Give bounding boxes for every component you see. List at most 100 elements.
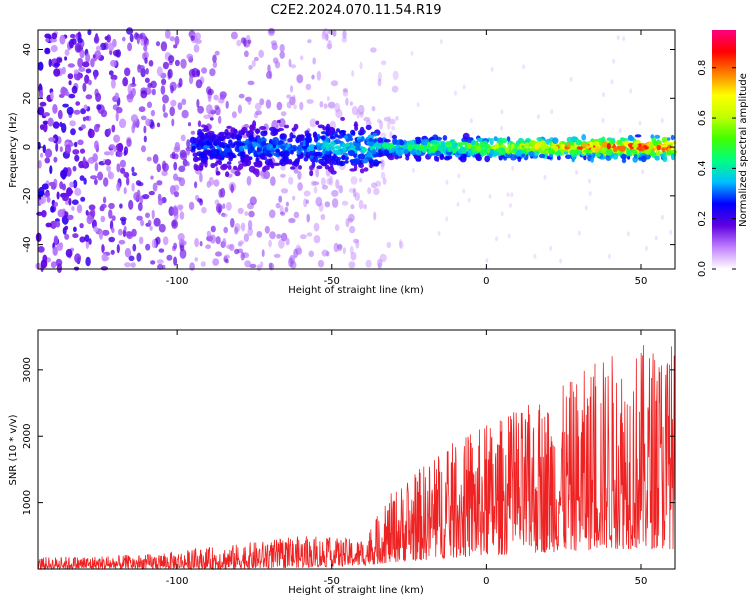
spectrogram-noise-blob bbox=[113, 145, 117, 152]
spectrogram-noise-blob bbox=[243, 37, 247, 47]
spectrogram-band-blob bbox=[586, 145, 590, 149]
spectrogram-band-blob bbox=[260, 141, 265, 146]
spectrogram-noise-blob bbox=[163, 112, 169, 118]
spectrogram-band-blob bbox=[337, 135, 344, 139]
spectrogram-noise-blob bbox=[148, 190, 155, 196]
spectrogram-noise-blob bbox=[363, 117, 371, 122]
spectrogram-band-blob bbox=[217, 136, 222, 141]
spectrogram-noise-blob bbox=[324, 201, 331, 208]
spectrogram-noise-blob bbox=[348, 213, 355, 222]
spectrogram-noise-blob bbox=[295, 247, 303, 256]
spectrogram-band-blob bbox=[305, 151, 311, 159]
spectrogram-noise-blob bbox=[462, 188, 466, 194]
spectrogram-noise-blob bbox=[297, 182, 303, 191]
spectrogram-noise-blob bbox=[569, 76, 573, 82]
spectrogram-noise-blob bbox=[265, 99, 272, 109]
spectrogram-band-blob bbox=[256, 147, 261, 152]
spectrogram-noise-blob bbox=[96, 104, 102, 111]
spectrogram-band-blob bbox=[324, 164, 330, 170]
spectrogram-noise-blob bbox=[355, 239, 360, 249]
spectrogram-noise-blob bbox=[151, 209, 155, 220]
spectrogram-band-blob bbox=[576, 146, 582, 150]
spectrogram-band-blob bbox=[253, 150, 257, 158]
spectrogram-noise-blob bbox=[189, 262, 195, 271]
spectrogram-noise-blob bbox=[143, 125, 147, 134]
spectrogram-noise-blob bbox=[280, 232, 288, 242]
spectrogram-noise-blob bbox=[156, 122, 161, 128]
spectrogram-band-blob bbox=[357, 153, 366, 160]
spectrogram-noise-blob bbox=[584, 205, 588, 211]
spectrogram-noise-blob bbox=[616, 35, 620, 41]
spectrogram-noise-blob bbox=[549, 246, 553, 251]
spectrogram-band-blob bbox=[441, 141, 446, 147]
spectrogram-noise-blob bbox=[284, 206, 289, 213]
spectrogram-band-blob bbox=[206, 142, 212, 146]
spectrogram-band-blob bbox=[650, 134, 655, 139]
spectrogram-band-blob bbox=[439, 144, 444, 152]
spectrogram-noise-blob bbox=[44, 157, 51, 164]
spectrogram-noise-blob bbox=[173, 256, 178, 266]
spectrogram-noise-blob bbox=[278, 118, 286, 128]
spectrogram-noise-blob bbox=[68, 80, 72, 86]
spectrogram-noise-blob bbox=[177, 102, 183, 110]
spectrogram-noise-blob bbox=[72, 165, 77, 172]
spectrogram-band-blob bbox=[200, 157, 205, 162]
spectrogram-noise-blob bbox=[240, 222, 246, 232]
spectrogram-noise-blob bbox=[326, 251, 330, 257]
spectrogram-noise-blob bbox=[179, 211, 185, 220]
spectrogram-noise-blob bbox=[160, 85, 166, 95]
spectrogram-noise-blob bbox=[79, 148, 86, 154]
spectrogram-band-blob bbox=[575, 139, 582, 146]
spectrogram-band-blob bbox=[382, 142, 389, 149]
spectrogram-noise-blob bbox=[333, 242, 339, 253]
spectrogram-noise-blob bbox=[612, 58, 616, 64]
spectrogram-noise-blob bbox=[383, 116, 391, 122]
spectrogram-band-blob bbox=[208, 150, 213, 155]
spectrogram-band-blob bbox=[612, 152, 619, 160]
spectrogram-noise-blob bbox=[40, 259, 48, 269]
spectrogram-noise-blob bbox=[186, 139, 191, 149]
spectrogram-band-blob bbox=[273, 162, 281, 166]
spectrogram-band-blob bbox=[570, 144, 576, 151]
spectrogram-noise-blob bbox=[131, 87, 136, 97]
spectrogram-noise-blob bbox=[108, 236, 115, 243]
spectrogram-noise-blob bbox=[106, 34, 112, 43]
spectrogram-band-blob bbox=[540, 144, 547, 151]
spectrogram-band-blob bbox=[224, 128, 229, 136]
spectrogram-noise-blob bbox=[260, 261, 264, 268]
spectrogram-noise-blob bbox=[50, 220, 57, 229]
spectrogram-noise-blob bbox=[445, 216, 449, 222]
spectrogram-noise-blob bbox=[351, 70, 355, 77]
spectrogram-noise-blob bbox=[488, 194, 492, 199]
spectrogram-band-blob bbox=[275, 148, 280, 153]
spectrogram-noise-blob bbox=[536, 114, 540, 120]
spectrogram-noise-blob bbox=[151, 88, 156, 96]
spectrogram-noise-blob bbox=[169, 36, 175, 42]
spectrogram-noise-blob bbox=[71, 206, 75, 211]
spectrogram-noise-blob bbox=[110, 79, 116, 89]
spectrogram-band-blob bbox=[316, 142, 321, 146]
spectrogram-noise-blob bbox=[543, 174, 547, 180]
spectrogram-noise-blob bbox=[79, 223, 84, 229]
spectrogram-noise-blob bbox=[170, 99, 177, 107]
spectrogram-noise-blob bbox=[327, 39, 332, 50]
spectrogram-noise-blob bbox=[87, 79, 92, 86]
spectrogram-noise-blob bbox=[162, 103, 166, 113]
spectrogram-band-blob bbox=[399, 140, 405, 146]
spectrogram-band-blob bbox=[203, 144, 210, 149]
spectrogram-noise-blob bbox=[146, 156, 152, 162]
spectrogram-noise-blob bbox=[208, 176, 214, 186]
spectrogram-noise-blob bbox=[336, 243, 343, 250]
spectrogram-noise-blob bbox=[533, 253, 537, 259]
spectrogram-noise-blob bbox=[327, 101, 336, 109]
spectrogram-band-blob bbox=[612, 146, 618, 153]
spectrogram-noise-blob bbox=[326, 43, 333, 50]
spectrogram-band-blob bbox=[565, 154, 572, 160]
spectrogram-band-blob bbox=[334, 145, 342, 150]
spectrogram-noise-blob bbox=[131, 172, 138, 177]
spectrogram-band-blob bbox=[667, 137, 671, 141]
spectrogram-noise-blob bbox=[352, 187, 357, 198]
spectrogram-noise-blob bbox=[201, 67, 208, 74]
spectrogram-x-tick-label: -100 bbox=[166, 276, 189, 287]
spectrogram-noise-blob bbox=[72, 149, 80, 155]
